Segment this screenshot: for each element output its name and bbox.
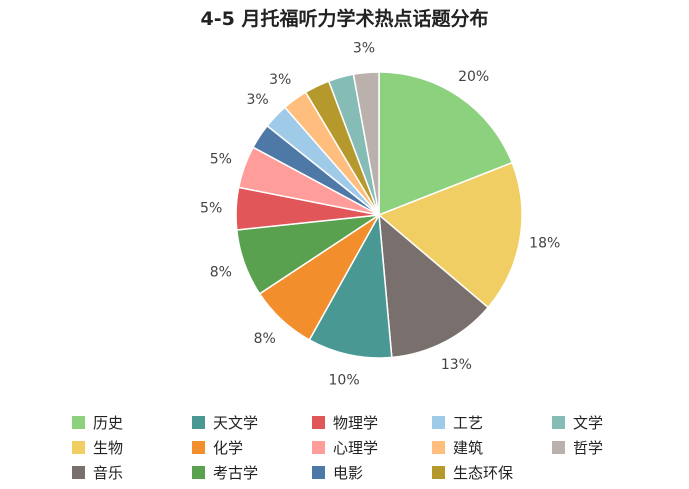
legend-label: 心理学 xyxy=(333,439,379,457)
legend-item-2: 物理学 xyxy=(312,412,432,433)
legend-item-11: 考古学 xyxy=(192,462,312,483)
legend-swatch xyxy=(192,441,205,454)
legend-item-6: 化学 xyxy=(192,437,312,458)
legend: 历史 天文学 物理学 工艺 文学生物 化学 心理学 建筑 哲学音乐 考古学 电影 生态环保 xyxy=(72,412,672,483)
legend-label: 化学 xyxy=(213,439,244,457)
pie-slice-13 xyxy=(352,71,380,216)
legend-label: 历史 xyxy=(93,414,124,432)
legend-item-9: 哲学 xyxy=(552,437,672,458)
pie-slices xyxy=(235,71,523,359)
legend-swatch xyxy=(192,416,205,429)
legend-label: 电影 xyxy=(333,464,364,482)
legend-swatch xyxy=(312,441,325,454)
legend-label: 文学 xyxy=(573,414,604,432)
slice-label-5: 8% xyxy=(210,265,232,281)
legend-swatch xyxy=(72,466,85,479)
legend-swatch xyxy=(552,416,565,429)
legend-item-1: 天文学 xyxy=(192,412,312,433)
pie-chart: 20%18%13%10%8%8%5%5%3%3%3% xyxy=(200,41,560,389)
legend-item-8: 建筑 xyxy=(432,437,552,458)
legend-item-5: 生物 xyxy=(72,437,192,458)
slice-label-13: 3% xyxy=(353,41,375,57)
chart-title: 4-5 月托福听力学术热点话题分布 xyxy=(200,8,489,30)
legend-label: 音乐 xyxy=(93,464,124,482)
legend-item-12: 电影 xyxy=(312,462,432,483)
legend-label: 哲学 xyxy=(573,439,604,457)
slice-label-7: 5% xyxy=(210,151,232,167)
legend-label: 建筑 xyxy=(453,439,484,457)
pie-slice-2 xyxy=(378,213,490,359)
pie-slice-3 xyxy=(308,212,393,359)
slice-label-1: 18% xyxy=(529,236,560,252)
legend-label: 天文学 xyxy=(213,414,259,432)
slice-label-2: 13% xyxy=(441,357,472,373)
legend-swatch xyxy=(192,466,205,479)
slice-label-10: 3% xyxy=(269,72,291,88)
legend-swatch xyxy=(312,416,325,429)
legend-swatch xyxy=(72,441,85,454)
legend-swatch xyxy=(432,466,445,479)
legend-swatch xyxy=(72,416,85,429)
legend-swatch xyxy=(432,441,445,454)
legend-item-13: 生态环保 xyxy=(432,462,552,483)
slice-label-3: 10% xyxy=(329,372,360,388)
legend-label: 物理学 xyxy=(333,414,379,432)
pie-slice-1 xyxy=(377,161,523,309)
legend-label: 生态环保 xyxy=(453,464,514,482)
legend-item-3: 工艺 xyxy=(432,412,552,433)
slice-label-6: 5% xyxy=(200,200,222,216)
slice-label-4: 8% xyxy=(254,331,276,347)
legend-item-4: 文学 xyxy=(552,412,672,433)
legend-label: 生物 xyxy=(93,439,124,457)
slice-label-9: 3% xyxy=(246,92,268,108)
legend-swatch xyxy=(552,441,565,454)
legend-swatch xyxy=(432,416,445,429)
legend-label: 工艺 xyxy=(453,414,484,432)
legend-item-7: 心理学 xyxy=(312,437,432,458)
legend-item-0: 历史 xyxy=(72,412,192,433)
legend-item-10: 音乐 xyxy=(72,462,192,483)
pie-labels: 20%18%13%10%8%8%5%5%3%3%3% xyxy=(200,41,560,389)
slice-label-0: 20% xyxy=(458,69,489,85)
legend-swatch xyxy=(312,466,325,479)
legend-label: 考古学 xyxy=(213,464,259,482)
pie-slice-0 xyxy=(378,71,514,217)
